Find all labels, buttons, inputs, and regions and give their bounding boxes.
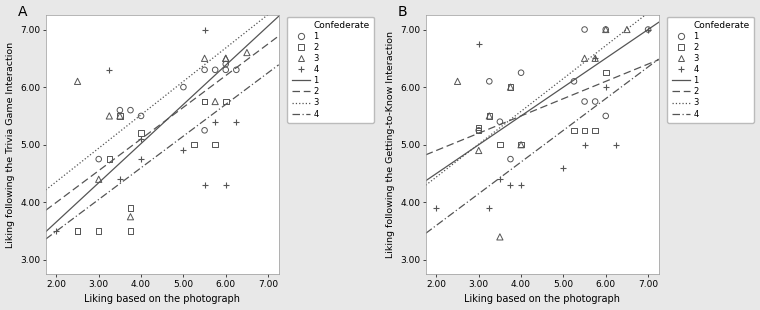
Text: B: B bbox=[397, 5, 407, 19]
Point bbox=[483, 113, 496, 118]
Point bbox=[220, 183, 232, 188]
Point bbox=[230, 119, 242, 124]
Point bbox=[621, 27, 633, 32]
Point bbox=[473, 125, 485, 130]
Point bbox=[505, 157, 517, 162]
Point bbox=[125, 214, 137, 219]
X-axis label: Liking based on the photograph: Liking based on the photograph bbox=[464, 294, 620, 304]
Point bbox=[578, 128, 591, 133]
Point bbox=[451, 79, 464, 84]
Point bbox=[93, 177, 105, 182]
Point bbox=[600, 27, 612, 32]
Point bbox=[494, 142, 506, 147]
X-axis label: Liking based on the photograph: Liking based on the photograph bbox=[84, 294, 240, 304]
Point bbox=[198, 99, 211, 104]
Point bbox=[483, 206, 496, 210]
Point bbox=[610, 142, 622, 147]
Point bbox=[600, 27, 612, 32]
Point bbox=[589, 56, 601, 61]
Point bbox=[515, 70, 527, 75]
Point bbox=[430, 206, 442, 210]
Point bbox=[135, 157, 147, 162]
Point bbox=[198, 67, 211, 72]
Point bbox=[209, 142, 221, 147]
Point bbox=[103, 157, 116, 162]
Point bbox=[483, 113, 496, 118]
Point bbox=[578, 27, 591, 32]
Point bbox=[515, 183, 527, 188]
Point bbox=[103, 67, 116, 72]
Point bbox=[505, 85, 517, 90]
Point bbox=[125, 229, 137, 234]
Point bbox=[125, 206, 137, 210]
Point bbox=[557, 165, 569, 170]
Point bbox=[220, 67, 232, 72]
Point bbox=[135, 136, 147, 141]
Point bbox=[71, 229, 84, 234]
Point bbox=[103, 113, 116, 118]
Point bbox=[494, 234, 506, 239]
Point bbox=[71, 79, 84, 84]
Point bbox=[177, 148, 189, 153]
Point bbox=[642, 27, 654, 32]
Point bbox=[494, 177, 506, 182]
Point bbox=[578, 142, 591, 147]
Point bbox=[568, 79, 580, 84]
Point bbox=[600, 113, 612, 118]
Point bbox=[114, 113, 126, 118]
Point bbox=[220, 62, 232, 67]
Point bbox=[589, 99, 601, 104]
Point bbox=[135, 131, 147, 136]
Point bbox=[71, 229, 84, 234]
Legend: Confederate, 1, 2, 3, 4, 1, 2, 3, 4: Confederate, 1, 2, 3, 4, 1, 2, 3, 4 bbox=[667, 17, 754, 123]
Point bbox=[515, 142, 527, 147]
Point bbox=[177, 85, 189, 90]
Point bbox=[473, 42, 485, 46]
Point bbox=[220, 56, 232, 61]
Point bbox=[642, 27, 654, 32]
Text: A: A bbox=[17, 5, 27, 19]
Point bbox=[135, 113, 147, 118]
Point bbox=[473, 128, 485, 133]
Point bbox=[505, 183, 517, 188]
Point bbox=[494, 119, 506, 124]
Point bbox=[114, 177, 126, 182]
Point bbox=[50, 229, 62, 234]
Point bbox=[198, 99, 211, 104]
Point bbox=[188, 142, 200, 147]
Point bbox=[483, 79, 496, 84]
Point bbox=[589, 56, 601, 61]
Point bbox=[220, 99, 232, 104]
Legend: Confederate, 1, 2, 3, 4, 1, 2, 3, 4: Confederate, 1, 2, 3, 4, 1, 2, 3, 4 bbox=[287, 17, 374, 123]
Point bbox=[241, 50, 253, 55]
Point bbox=[578, 99, 591, 104]
Point bbox=[114, 108, 126, 113]
Point bbox=[600, 70, 612, 75]
Point bbox=[220, 56, 232, 61]
Point bbox=[505, 85, 517, 90]
Point bbox=[515, 142, 527, 147]
Point bbox=[209, 67, 221, 72]
Point bbox=[578, 56, 591, 61]
Point bbox=[230, 67, 242, 72]
Y-axis label: Liking following the Trivia Game Interaction: Liking following the Trivia Game Interac… bbox=[5, 42, 14, 248]
Point bbox=[473, 128, 485, 133]
Point bbox=[209, 119, 221, 124]
Point bbox=[473, 148, 485, 153]
Point bbox=[198, 56, 211, 61]
Point bbox=[125, 108, 137, 113]
Point bbox=[198, 128, 211, 133]
Y-axis label: Liking following the Getting-to-Know Interaction: Liking following the Getting-to-Know Int… bbox=[385, 31, 394, 258]
Point bbox=[600, 85, 612, 90]
Point bbox=[209, 99, 221, 104]
Point bbox=[93, 157, 105, 162]
Point bbox=[93, 229, 105, 234]
Point bbox=[589, 128, 601, 133]
Point bbox=[568, 128, 580, 133]
Point bbox=[198, 183, 211, 188]
Point bbox=[114, 113, 126, 118]
Point bbox=[198, 27, 211, 32]
